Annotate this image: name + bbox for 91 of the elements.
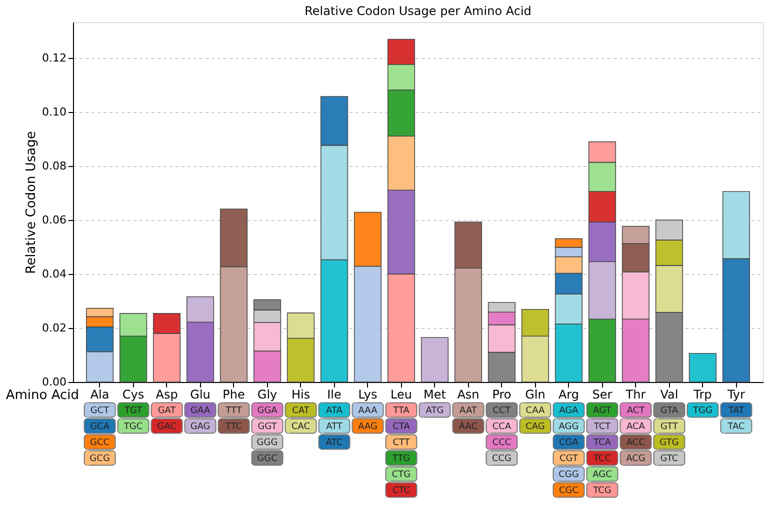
legend-label: GCC [90, 438, 110, 448]
legend-label: GTC [660, 454, 678, 464]
legend-label: TGT [123, 406, 143, 416]
legend-label: TGG [692, 406, 712, 416]
x-tick-label: Arg [558, 388, 580, 402]
x-tick-label: Tyr [726, 388, 746, 402]
y-tick-label: 0.12 [42, 52, 66, 65]
legend-label: GGT [258, 422, 278, 432]
legend-label: GCG [90, 454, 110, 464]
x-tick-label: Gln [525, 388, 546, 402]
legend-label: ACC [626, 438, 646, 448]
legend-label: GAC [157, 422, 176, 432]
legend-label: CGG [558, 470, 579, 480]
y-axis-title: Relative Codon Usage [24, 131, 40, 274]
legend-label: GAG [190, 422, 210, 432]
legend-label: CAG [526, 422, 545, 432]
y-tick-label: 0.06 [42, 214, 66, 227]
x-tick-label: Gly [257, 388, 278, 402]
legend-label: CCC [492, 438, 512, 448]
legend-label: AAG [358, 422, 378, 432]
y-tick-label: 0.04 [42, 268, 66, 281]
legend-label: AAC [458, 422, 478, 432]
legend-label: CGA [559, 438, 580, 448]
x-tick-label: Trp [692, 388, 712, 402]
legend-label: AGA [559, 406, 580, 416]
legend-label: AGC [592, 470, 612, 480]
legend-label: TAC [726, 422, 745, 432]
legend-label: CTT [392, 438, 410, 448]
legend-label: CTG [392, 470, 411, 480]
legend-label: CTC [392, 486, 410, 496]
legend-label: GAT [158, 406, 176, 416]
legend-label: GTT [660, 422, 678, 432]
x-tick-label: Cys [122, 388, 144, 402]
y-tick-label: 0.02 [42, 322, 66, 335]
legend-label: GGA [257, 406, 278, 416]
legend-label: TGC [122, 422, 143, 432]
legend-label: GAA [190, 406, 211, 416]
legend-label: TCT [592, 422, 612, 432]
x-tick-label: Glu [190, 388, 210, 402]
legend-label: GGC [257, 454, 278, 464]
legend-label: ATA [326, 406, 344, 416]
legend-label: GTA [660, 406, 679, 416]
x-tick-label: His [291, 388, 310, 402]
legend-label: AGG [558, 422, 579, 432]
legend-label: TTA [392, 406, 410, 416]
legend-label: TCA [592, 438, 612, 448]
x-tick-label: Phe [222, 388, 245, 402]
legend-label: GCT [90, 406, 110, 416]
x-tick-label: Ser [592, 388, 612, 402]
y-tick-label: 0.00 [42, 376, 66, 388]
legend-label: AAT [460, 406, 478, 416]
x-tick-label: Met [424, 388, 446, 402]
legend-label: AAA [358, 406, 378, 416]
legend-label: CGC [558, 486, 578, 496]
legend-label: GGG [256, 438, 278, 448]
legend-label: TCG [592, 486, 612, 496]
legend-label: CCA [492, 422, 512, 432]
legend-label: AGT [593, 406, 612, 416]
legend-label: GTG [660, 438, 679, 448]
x-tick-label: Ala [90, 388, 110, 402]
legend-label: ACT [626, 406, 646, 416]
chart-title: Relative Codon Usage per Amino Acid [304, 4, 532, 18]
x-tick-label: Asn [457, 388, 480, 402]
legend-label: ACG [626, 454, 646, 464]
legend-label: ATC [326, 438, 343, 448]
y-tick-label: 0.08 [42, 160, 66, 173]
x-tick-label: Ile [327, 388, 342, 402]
legend-label: CCT [492, 406, 512, 416]
legend-label: ACA [626, 422, 646, 432]
legend-label: TAT [727, 406, 745, 416]
x-tick-label: Val [660, 388, 678, 402]
legend-label: TTC [224, 422, 242, 432]
legend-label: ATT [326, 422, 343, 432]
legend-label: CTA [392, 422, 411, 432]
legend-label: GCA [90, 422, 110, 432]
legend-label: CAA [526, 406, 546, 416]
legend-label: TCC [592, 454, 611, 464]
legend-label: CGT [560, 454, 578, 464]
legend-label: TTG [391, 454, 410, 464]
legend-label: CAC [291, 422, 310, 432]
x-tick-label: Lys [358, 388, 378, 402]
legend-label: TTT [224, 406, 242, 416]
legend-label: CCG [492, 454, 512, 464]
x-tick-label: Asp [156, 388, 178, 402]
legend-label: ATG [426, 406, 444, 416]
y-tick-label: 0.10 [42, 106, 66, 119]
x-tick-label: Pro [492, 388, 512, 402]
x-tick-label: Leu [390, 388, 412, 402]
x-axis-title: Amino Acid [6, 388, 79, 403]
x-tick-label: Thr [624, 388, 646, 402]
legend-label: CAT [292, 406, 310, 416]
